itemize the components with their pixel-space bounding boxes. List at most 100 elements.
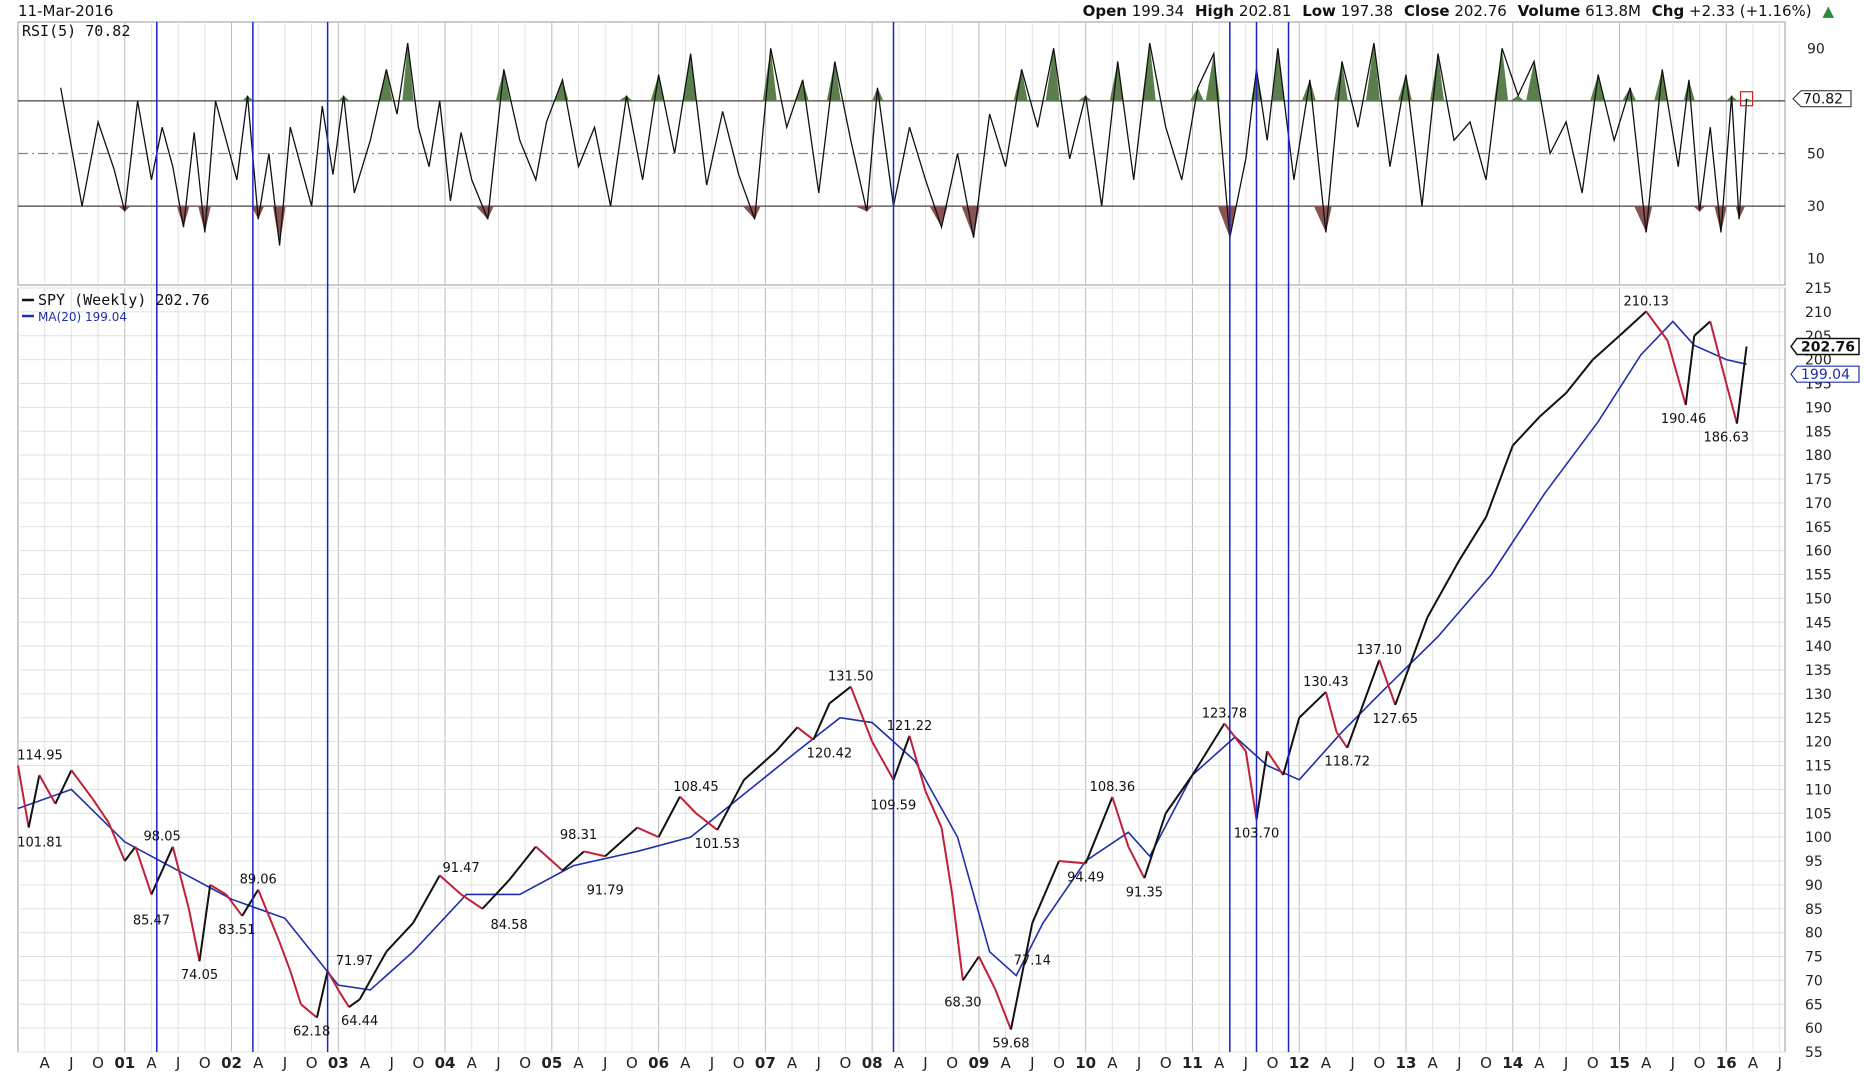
price-annotation: 98.31 (560, 828, 597, 843)
price-segment (812, 703, 831, 741)
x-tick-label: O (1373, 1054, 1385, 1072)
last-price-value: 202.76 (1801, 339, 1855, 355)
high-label: High (1195, 2, 1235, 20)
price-segment (315, 970, 329, 1018)
price-segment (439, 874, 462, 896)
price-segment (535, 845, 564, 872)
price-segment (561, 850, 585, 872)
rsi-overbought-fill (754, 48, 777, 101)
price-annotation: 59.68 (992, 1037, 1029, 1052)
price-y-tick-label: 115 (1805, 759, 1832, 775)
x-tick-label: J (1349, 1054, 1354, 1072)
price-segment (1684, 335, 1696, 406)
x-tick-label: O (1160, 1054, 1172, 1072)
x-tick-label: 10 (1075, 1054, 1096, 1072)
rsi-overbought-fill (397, 43, 414, 101)
price-annotation: 118.72 (1325, 755, 1371, 770)
price-annotation: 68.30 (944, 995, 981, 1010)
x-tick-label: O (1053, 1054, 1065, 1072)
price-segment (1298, 691, 1327, 719)
price-segment (278, 941, 292, 972)
rsi-oversold-fill (198, 206, 211, 233)
x-tick-label: 16 (1716, 1054, 1737, 1072)
last-ma-tag (1790, 365, 1860, 383)
price-y-tick-label: 80 (1805, 926, 1823, 942)
price-segment (289, 970, 302, 1005)
price-y-tick-label: 120 (1805, 735, 1832, 751)
price-segment (796, 726, 815, 741)
rsi-overbought-fill (674, 53, 697, 101)
x-tick-label: J (1563, 1054, 1568, 1072)
price-annotation: 210.13 (1623, 294, 1669, 309)
rsi-overbought-fill (1646, 69, 1669, 101)
x-tick-label: A (1214, 1054, 1225, 1072)
price-y-tick-label: 190 (1805, 400, 1832, 416)
x-tick-label: 08 (862, 1054, 883, 1072)
price-segment (209, 884, 227, 896)
volume-label: Volume (1517, 2, 1581, 20)
price-y-tick-label: 90 (1805, 878, 1823, 894)
price-segment (257, 889, 281, 943)
ma-line (17, 320, 1747, 991)
x-tick-label: J (922, 1054, 927, 1072)
rsi-overbought-fill (1005, 69, 1028, 101)
x-tick-label: 13 (1396, 1054, 1417, 1072)
open-label: Open (1082, 2, 1127, 20)
price-annotation: 108.36 (1090, 780, 1136, 795)
rsi-overbought-fill (1739, 98, 1753, 101)
price-segment (1592, 349, 1605, 361)
x-tick-label: J (388, 1054, 393, 1072)
price-y-tick-label: 105 (1805, 806, 1832, 822)
price-segment (1009, 922, 1034, 1030)
price-segment (337, 989, 350, 1008)
price-annotation: 98.05 (144, 829, 181, 844)
price-y-tick-label: 170 (1805, 496, 1832, 512)
x-tick-label: A (1534, 1054, 1545, 1072)
x-tick-label: A (467, 1054, 478, 1072)
x-tick-label: A (40, 1054, 51, 1072)
price-segment (1127, 846, 1146, 879)
rsi-overbought-fill (1518, 61, 1541, 101)
last-ma-value: 199.04 (1801, 367, 1850, 383)
price-annotation: 127.65 (1373, 712, 1419, 727)
price-segment (775, 726, 799, 752)
rsi-overbought-fill (642, 74, 665, 101)
x-tick-label: A (360, 1054, 371, 1072)
chg-value: +2.33 (+1.16%) (1689, 2, 1812, 20)
price-segment (348, 998, 361, 1008)
price-segment (1565, 359, 1594, 394)
price-y-tick-label: 75 (1805, 950, 1823, 966)
rsi-y-tick-label: 30 (1807, 199, 1825, 215)
price-annotation: 130.43 (1303, 675, 1349, 690)
price-y-tick-label: 135 (1805, 663, 1832, 679)
rsi-last-value-tag (1792, 90, 1852, 108)
price-annotation: 85.47 (133, 914, 170, 929)
x-tick-label: A (1641, 1054, 1652, 1072)
price-segment (993, 988, 1012, 1030)
rsi-overbought-fill (818, 61, 841, 101)
price-segment (1335, 731, 1349, 749)
price-segment (1666, 340, 1687, 406)
price-segment (1031, 860, 1060, 924)
x-tick-label: O (519, 1054, 531, 1072)
price-segment (1709, 321, 1728, 384)
x-tick-label: J (282, 1054, 287, 1072)
price-y-tick-label: 155 (1805, 568, 1832, 584)
open-value: 199.34 (1131, 2, 1185, 20)
price-segment (924, 790, 943, 828)
price-segment (1602, 335, 1621, 351)
price-segment (1512, 416, 1541, 447)
x-tick-label: 02 (221, 1054, 242, 1072)
x-tick-label: A (146, 1054, 157, 1072)
x-tick-label: J (495, 1054, 500, 1072)
x-tick-label: A (1428, 1054, 1439, 1072)
price-segment (679, 795, 697, 814)
price-annotation: 74.05 (181, 968, 218, 983)
price-segment (1394, 617, 1429, 706)
price-y-tick-label: 130 (1805, 687, 1832, 703)
price-y-tick-label: 180 (1805, 448, 1832, 464)
price-y-tick-label: 200 (1805, 353, 1832, 369)
price-segment (1164, 774, 1194, 814)
price-segment (1693, 320, 1711, 337)
price-segment (1143, 812, 1167, 879)
